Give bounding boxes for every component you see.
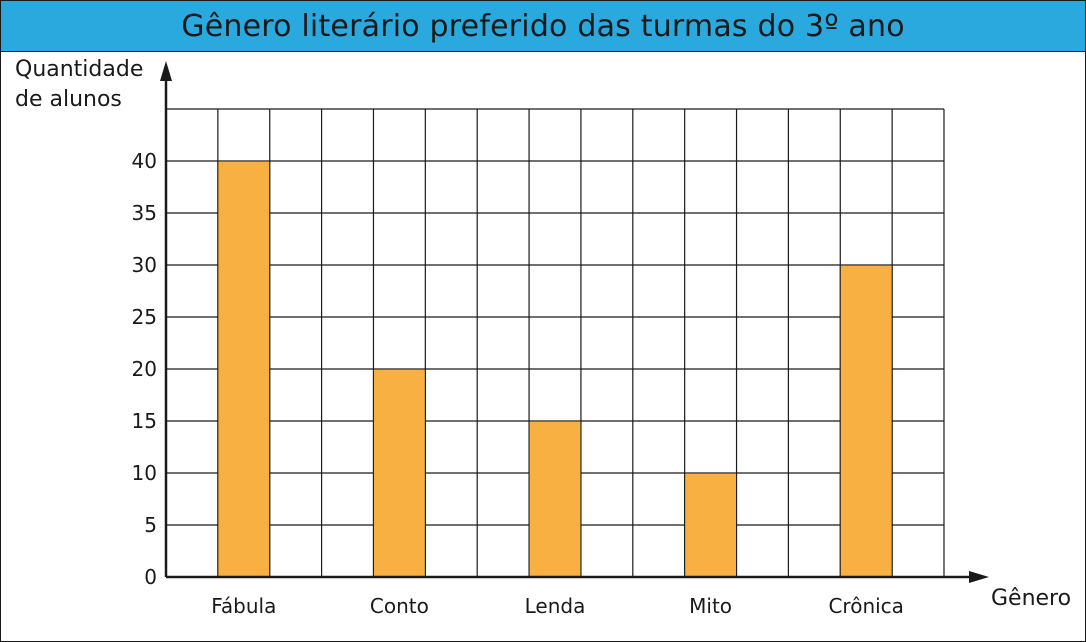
y-tick-label: 25 [132,305,157,329]
y-tick-label: 10 [132,461,157,485]
y-tick-label: 30 [132,253,157,277]
x-tick-label: Conto [370,594,429,618]
x-tick-labels: Fábula Conto Lenda Mito Crônica [211,594,904,618]
bar-4 [839,264,893,578]
bar-3 [684,472,738,578]
title-bar: Gênero literário preferido das turmas do… [1,1,1085,52]
bar-2 [528,420,582,578]
y-tick-label: 15 [132,409,157,433]
y-tick-label: 40 [132,149,157,173]
bar-0 [217,160,271,578]
y-axis-label-line2: de alunos [15,87,122,112]
y-axis-arrow-icon [160,61,172,81]
bars [217,160,893,578]
y-tick-label: 35 [132,201,157,225]
y-axis-label-line1: Quantidade [15,57,143,82]
x-axis-arrow-icon [969,571,989,583]
chart-title: Gênero literário preferido das turmas do… [181,8,905,44]
x-tick-label: Mito [689,594,732,618]
y-tick-label: 0 [144,565,157,589]
y-tick-labels: 0 5 10 15 20 25 30 35 40 [132,149,157,589]
y-tick-label: 20 [132,357,157,381]
bar-1 [372,368,426,578]
x-tick-label: Lenda [525,594,586,618]
axes [160,61,989,583]
x-tick-label: Crônica [828,594,903,618]
x-tick-label: Fábula [211,594,276,618]
x-axis-label: Gênero [991,586,1071,611]
y-tick-label: 5 [144,513,157,537]
